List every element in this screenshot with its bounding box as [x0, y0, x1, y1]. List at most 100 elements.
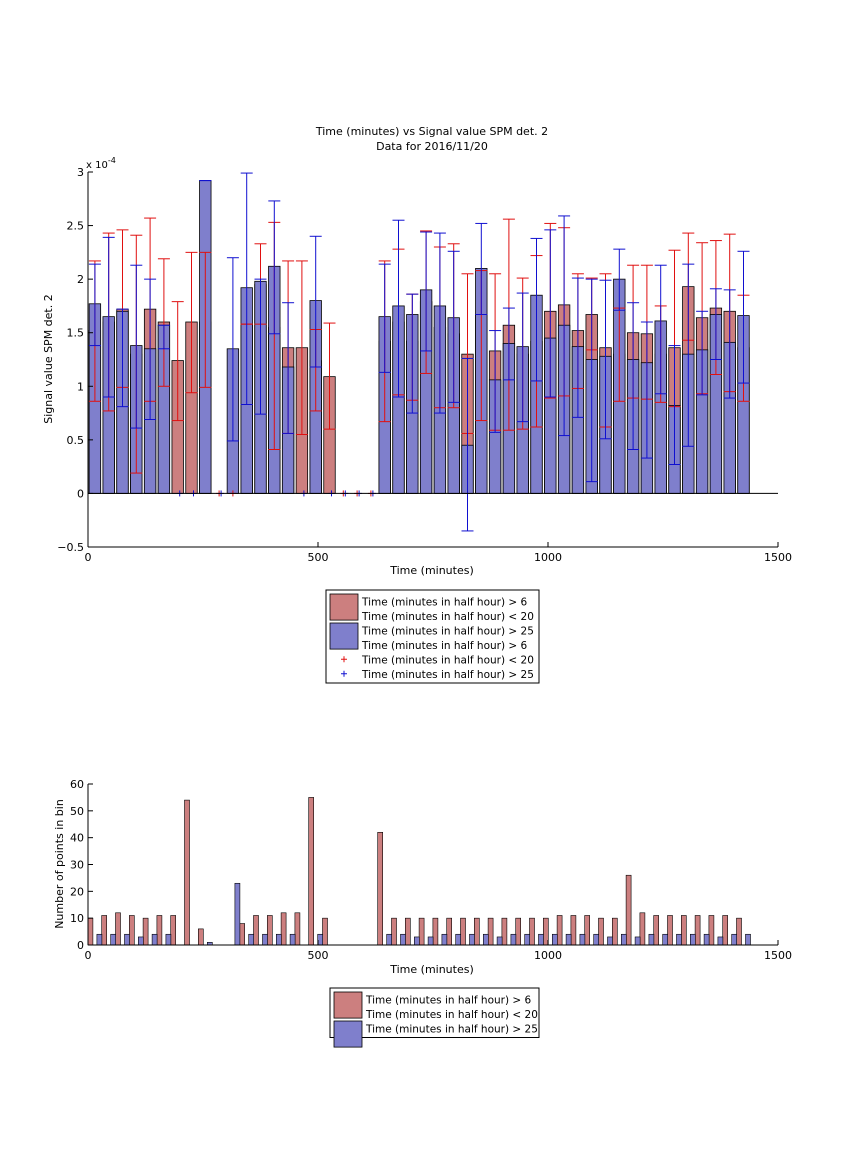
top-exponent-label: x 10-4: [86, 156, 116, 171]
count-bar: [620, 933, 627, 946]
top-y-axis-label: Signal value SPM det. 2: [42, 294, 55, 424]
count-bar: [703, 933, 710, 946]
count-bar: [115, 912, 121, 946]
count-bar: [639, 912, 646, 946]
x-tick-label: 1500: [764, 551, 792, 564]
count-bar: [386, 933, 393, 946]
y-tick-label: 2.5: [67, 220, 85, 233]
top-axes: −0.500.511.522.530 500 1000 1500: [57, 166, 792, 564]
count-bar: [717, 936, 724, 946]
chart-title-line-1: Time (minutes) vs Signal value SPM det. …: [315, 125, 548, 138]
count-bar: [551, 933, 558, 946]
count-bar: [446, 917, 453, 946]
count-bar: [110, 933, 116, 946]
count-bar: [280, 912, 287, 946]
signal-chart: Time (minutes) vs Signal value SPM det. …: [42, 125, 792, 684]
count-bar: [404, 917, 411, 946]
y-tick-label: 1.5: [67, 327, 85, 340]
count-bar: [501, 917, 508, 946]
y-tick-label: −0.5: [57, 541, 84, 554]
count-bar: [294, 912, 301, 946]
count-bar: [570, 915, 577, 946]
count-bar: [694, 915, 701, 946]
legend-label: Time (minutes in half hour) < 20: [361, 611, 534, 623]
count-bar: [496, 936, 503, 946]
count-bar: [625, 874, 632, 946]
count-bar: [248, 933, 254, 946]
count-bar: [322, 917, 328, 946]
count-bar: [731, 933, 738, 946]
count-bar: [138, 936, 144, 946]
count-bar: [676, 933, 682, 946]
legend-label: Time (minutes in half hour) > 25: [361, 669, 534, 681]
legend-swatch: [329, 593, 359, 621]
legend-box: [329, 987, 540, 1038]
count-bar: [308, 797, 315, 946]
count-bar: [418, 917, 425, 946]
chart-title-line-2: Data for 2016/11/20: [376, 140, 488, 153]
bottom-x-axis-label: Time (minutes): [389, 963, 474, 976]
count-bar: [667, 915, 673, 946]
count-bar: [170, 915, 176, 946]
legend-swatch: [333, 991, 363, 1019]
y-tick-label: 30: [70, 859, 84, 872]
count-bar: [680, 915, 687, 946]
x-tick-label: 500: [308, 949, 329, 962]
count-bar: [239, 923, 245, 946]
top-legend: Time (minutes in half hour) > 6 Time (min…: [325, 589, 540, 684]
top-x-axis-label: Time (minutes): [389, 564, 474, 577]
count-bar: [234, 882, 241, 946]
count-bar: [455, 933, 462, 946]
count-bar: [565, 933, 572, 946]
count-bar: [377, 831, 384, 946]
count-bar: [653, 915, 660, 946]
count-bar: [253, 915, 259, 946]
count-bar: [648, 933, 655, 946]
count-bar: [413, 936, 420, 946]
legend-label: Time (minutes in half hour) < 20: [365, 1009, 538, 1021]
count-bar: [142, 917, 149, 946]
count-bar: [184, 799, 190, 946]
count-bar: [275, 933, 282, 946]
count-bar: [529, 917, 535, 946]
count-bar: [87, 917, 94, 946]
count-bar: [391, 917, 397, 946]
count-bar: [607, 936, 613, 946]
count-bar: [432, 917, 439, 946]
count-bar: [487, 917, 494, 946]
y-tick-label: 1: [77, 380, 84, 393]
count-chart: 0 10 20 30 40 50 60 0 500 1000 1500 Time (minutes)…: [53, 778, 792, 1048]
count-bar: [634, 936, 641, 946]
count-bar: [745, 933, 751, 946]
bottom-y-axis-label: Number of points in bin: [53, 799, 66, 929]
bottom-axes: 0 10 20 30 40 50 60 0 500 1000 1500: [70, 778, 792, 962]
count-bar: [579, 933, 586, 946]
legend-label: Time (minutes in half hour) < 20: [361, 655, 534, 667]
legend-label: Time (minutes in half hour) > 25: [361, 626, 534, 638]
count-bar: [262, 933, 268, 946]
top-error-bars: [88, 172, 750, 532]
y-tick-label: 0: [77, 939, 84, 952]
y-tick-label: 10: [70, 912, 84, 925]
y-tick-label: 3: [77, 166, 84, 179]
count-bar: [538, 933, 544, 946]
count-bar: [198, 928, 204, 946]
count-bar: [96, 933, 103, 946]
legend-swatch: [333, 1020, 363, 1048]
y-tick-label: 60: [70, 778, 84, 791]
count-bar: [598, 917, 604, 946]
y-tick-label: 0: [77, 487, 84, 500]
y-tick-label: 50: [70, 805, 84, 818]
y-tick-label: 0.5: [67, 434, 85, 447]
count-bar: [556, 915, 563, 946]
legend-label: Time (minutes in half hour) > 6: [365, 995, 532, 1007]
legend-label: Time (minutes in half hour) > 6: [361, 597, 528, 609]
count-bar: [722, 915, 729, 946]
count-bar: [156, 915, 163, 946]
bottom-bars: [87, 797, 751, 946]
count-bar: [441, 933, 448, 946]
count-bar: [689, 933, 696, 946]
legend-label: Time (minutes in half hour) > 6: [361, 640, 528, 652]
y-tick-label: 2: [77, 273, 84, 286]
count-bar: [482, 933, 489, 946]
